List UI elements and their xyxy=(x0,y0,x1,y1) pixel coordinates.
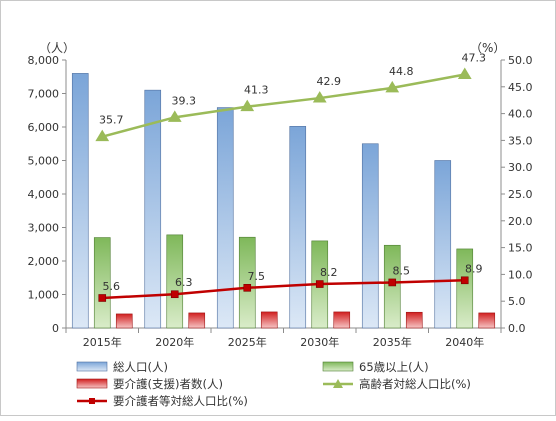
bar-care-needed xyxy=(115,313,133,329)
data-label-elderly-ratio: 42.9 xyxy=(317,75,342,88)
marker-square xyxy=(388,278,397,287)
data-label-care-ratio: 8.5 xyxy=(393,264,411,277)
data-label-care-ratio: 8.2 xyxy=(320,266,338,279)
legend-item: 65歳以上(人) xyxy=(322,360,429,374)
lines-layer xyxy=(95,67,472,302)
axes-layer: 0 1,000 2,000 3,000 4,000 5,000 6,000 7,000 8,00… xyxy=(28,41,533,349)
data-label-elderly-ratio: 41.3 xyxy=(244,84,269,97)
bar-care-needed xyxy=(260,311,278,329)
bar-care-needed xyxy=(405,311,423,329)
bar-care-needed xyxy=(333,311,351,329)
marker-triangle xyxy=(385,80,400,93)
bar-age65-plus xyxy=(383,244,401,329)
marker-triangle xyxy=(312,91,327,103)
legend-item: 高齢者対総人口比(%) xyxy=(323,377,471,391)
bar-age65-plus xyxy=(166,234,184,329)
bar-care-needed xyxy=(188,312,206,329)
bar-total-population xyxy=(71,73,89,329)
data-labels-layer: 35.7 39.3 41.3 42.9 44.8 47.3 5.6 6.3 7.5 8.2 8.5 8… xyxy=(99,51,486,293)
bar-total-population xyxy=(289,126,307,329)
x-category-label: 2035年 xyxy=(373,335,412,349)
y-left-unit-label: （人） xyxy=(39,41,75,55)
y-right-unit-label: （%） xyxy=(470,41,505,55)
series-line-care-ratio xyxy=(102,279,465,300)
y-left-tick-label: 7,000 xyxy=(28,88,60,101)
y-right-tick-label: 45.0 xyxy=(508,81,533,94)
bar-age65-plus xyxy=(238,236,256,329)
y-right-tick-label: 25.0 xyxy=(508,188,533,201)
bar-total-population xyxy=(434,160,452,329)
x-category-label: 2040年 xyxy=(445,335,484,349)
legend-marker xyxy=(89,398,95,404)
y-right-tick-label: 30.0 xyxy=(508,161,533,174)
y-right-tick-label: 20.0 xyxy=(508,215,533,228)
data-label-care-ratio: 5.6 xyxy=(103,280,121,293)
bar-total-population xyxy=(144,89,162,329)
legend-label: 要介護者等対総人口比(%) xyxy=(113,394,248,408)
marker-triangle xyxy=(240,99,255,112)
y-left-tick-label: 8,000 xyxy=(28,54,60,67)
data-label-elderly-ratio: 35.7 xyxy=(99,114,124,127)
legend-label: 総人口(人) xyxy=(113,360,168,374)
legend-swatch xyxy=(76,378,108,389)
x-category-label: 2020年 xyxy=(155,335,194,349)
legend-marker xyxy=(333,379,343,388)
legend-item: 要介護(支援)者数(人) xyxy=(76,377,223,391)
data-label-care-ratio: 7.5 xyxy=(248,270,266,283)
legend-swatch xyxy=(322,361,354,372)
bar-care-needed xyxy=(478,312,496,329)
marker-triangle xyxy=(95,129,110,142)
y-left-tick-label: 4,000 xyxy=(28,188,60,201)
y-right-tick-label: 35.0 xyxy=(508,134,533,147)
marker-square xyxy=(460,276,469,285)
bars-layer xyxy=(71,73,496,329)
y-left-tick-label: 2,000 xyxy=(28,255,60,268)
y-left-tick-label: 3,000 xyxy=(28,222,60,235)
marker-triangle xyxy=(167,110,182,122)
legend-swatch xyxy=(76,361,108,372)
data-label-care-ratio: 6.3 xyxy=(175,276,193,289)
legend-label: 高齢者対総人口比(%) xyxy=(359,377,471,391)
marker-square xyxy=(170,290,179,299)
bar-total-population xyxy=(216,107,234,329)
marker-square xyxy=(315,280,324,288)
y-left-tick-label: 5,000 xyxy=(28,155,60,168)
legend-label: 要介護(支援)者数(人) xyxy=(113,377,223,391)
legend: 総人口(人) 65歳以上(人) 要介護(支援)者数(人) 高齢者対総人口比(%) 要介護… xyxy=(76,360,471,408)
legend-item: 総人口(人) xyxy=(76,360,168,374)
y-right-tick-label: 50.0 xyxy=(508,54,533,67)
marker-square xyxy=(98,294,107,302)
data-label-care-ratio: 8.9 xyxy=(465,262,483,275)
data-label-elderly-ratio: 47.3 xyxy=(462,51,487,64)
series-line-elderly-ratio xyxy=(101,73,465,138)
legend-item: 要介護者等対総人口比(%) xyxy=(77,394,248,408)
y-right-tick-label: 10.0 xyxy=(508,268,533,281)
x-category-label: 2025年 xyxy=(228,335,267,349)
y-right-tick-label: 40.0 xyxy=(508,108,533,121)
y-left-tick-label: 6,000 xyxy=(28,121,60,134)
y-right-tick-label: 5.0 xyxy=(508,295,526,308)
y-left-tick-label: 1,000 xyxy=(28,289,60,302)
bar-age65-plus xyxy=(93,237,111,329)
x-category-label: 2030年 xyxy=(300,335,339,349)
legend-label: 65歳以上(人) xyxy=(359,360,429,374)
y-left-tick-label: 0 xyxy=(52,322,59,335)
y-right-tick-label: 15.0 xyxy=(508,242,533,255)
bar-age65-plus xyxy=(456,248,474,329)
marker-triangle xyxy=(457,67,472,79)
y-right-tick-label: 0.0 xyxy=(508,322,526,335)
data-label-elderly-ratio: 44.8 xyxy=(389,65,414,78)
bar-total-population xyxy=(361,143,379,329)
x-category-label: 2015年 xyxy=(83,335,122,349)
marker-square xyxy=(243,283,252,292)
data-label-elderly-ratio: 39.3 xyxy=(172,94,197,107)
